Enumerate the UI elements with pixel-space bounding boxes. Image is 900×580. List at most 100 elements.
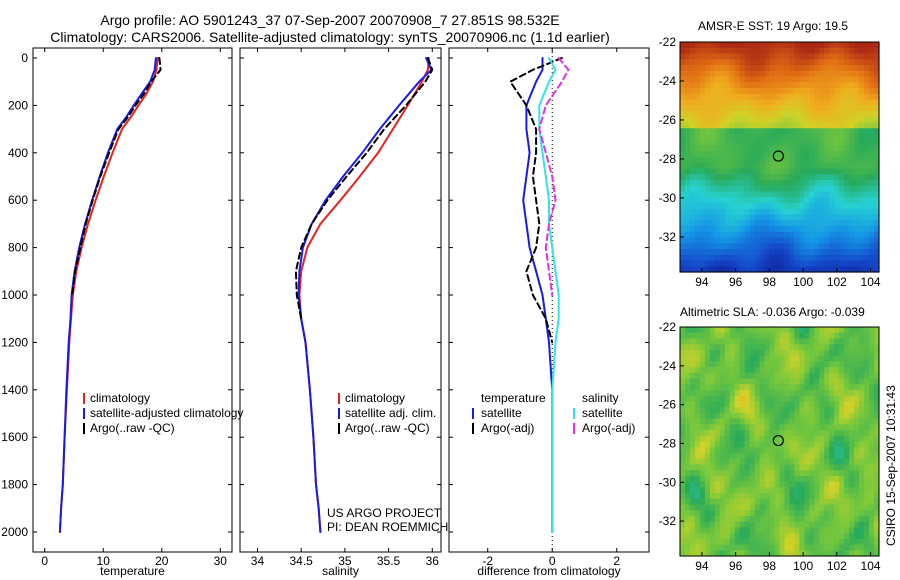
sst-map-cell [714,191,721,198]
sla-map-cell [844,504,850,511]
sla-map-cell [694,327,701,334]
sla-map-cell [859,487,865,494]
sla-map-cell [694,550,701,557]
sla-map-cell [749,498,756,506]
sst-map-cell [814,93,820,101]
sst-map-cell [789,254,796,262]
sla-map-cell [779,441,786,448]
sst-map-cell [874,254,880,262]
sst-map-cell [819,116,825,124]
sst-map-cell [819,82,825,89]
sla-map-cell [804,515,810,523]
sst-map-cell [764,134,771,141]
sla-map-cell [694,452,701,460]
sst-map-cell [789,99,796,106]
sst-map-cell [804,191,810,198]
sla-map-cell [849,538,855,546]
sst-map-cell [714,180,721,187]
sst-map-cell [834,151,840,158]
sst-map-cell [869,254,875,262]
sst-map-cell [689,185,696,193]
sla-map-cell [764,401,771,408]
sla-map-cell [859,538,865,546]
depth-tick-label: 400 [8,146,28,160]
sst-map-cell [749,99,756,106]
sla-map-cell [744,424,751,431]
sst-map-cell [689,76,696,83]
sla-map-cell [819,470,825,477]
sst-map-cell [699,249,706,256]
sla-map-cell [839,367,845,374]
sst-map-cell [779,174,786,181]
sst-map-cell [689,116,696,124]
sla-map-cell [714,372,721,380]
figure-title-line1: Argo profile: AO 5901243_37 07-Sep-2007 … [100,12,560,28]
sst-map-cell [799,47,805,55]
sla-map-cell [869,481,875,488]
sst-map-cell [689,70,696,78]
sla-map-cell [814,355,820,362]
sst-map-cell [694,260,701,267]
diff-xtick-label: 0 [549,554,556,568]
sst-map-cell [789,191,796,198]
sla-map-cell [839,452,845,460]
sla-map-cell [694,435,701,443]
sst-map-cell [864,116,870,124]
sst-map-cell [839,197,845,204]
sst-map-cell [869,134,875,141]
sst-map-cell [719,111,726,118]
sla-map-cell [784,349,791,357]
sst-map-cell [694,76,701,83]
sst-map-cell [799,162,805,170]
sla-map-cell [874,424,880,431]
sst-map-cell [709,254,716,262]
sst-map-cell [799,53,805,60]
sst-map-cell [834,53,840,60]
sst-map-cell [864,111,870,118]
sst-map-cell [680,254,686,262]
sst-map-cell [734,111,741,118]
sst-map-cell [814,99,820,106]
sst-map-cell [869,76,875,83]
sla-map-cell [784,458,791,465]
sla-map-cell [689,527,696,534]
sst-map-cell [759,220,766,227]
sla-map-cell [819,493,825,500]
sst-map-cell [779,180,786,187]
sla-map-cell [709,372,716,380]
sst-map-cell [764,191,771,198]
sla-map-cell [839,395,845,403]
sst-map-cell [704,208,711,216]
sst-map-cell [874,243,880,250]
sla-map-cell [829,412,835,420]
sla-map-cell [689,521,696,528]
sst-map-cell [849,157,855,164]
sla-map-cell [694,430,701,437]
sla-map-cell [680,515,686,523]
sst-map-cell [854,226,860,233]
sst-map-cell [874,203,880,210]
sla-map-field [680,327,880,557]
sla-map-cell [854,412,860,420]
sla-map-cell [834,504,840,511]
sst-map-cell [859,220,865,227]
sla-map-cell [789,550,796,557]
sla-map-cell [859,378,865,385]
sla-map-cell [844,430,850,437]
sla-map-cell [689,533,696,540]
sst-map-cell [759,105,766,112]
sst-map-cell [719,254,726,262]
sla-map-cell [829,493,835,500]
sst-map-cell [829,65,835,72]
sst-map-cell [754,88,761,95]
sla-map-cell [779,435,786,443]
sla-map-cell [829,538,835,546]
sst-map-cell [784,53,791,60]
sst-map-cell [864,157,870,164]
sla-map-cell [724,504,731,511]
diff-xtick-label: 2 [613,554,620,568]
sst-map-cell [684,59,691,66]
sla-map-cell [749,533,756,540]
sla-map-cell [834,544,840,551]
sst-map-cell [709,93,716,101]
